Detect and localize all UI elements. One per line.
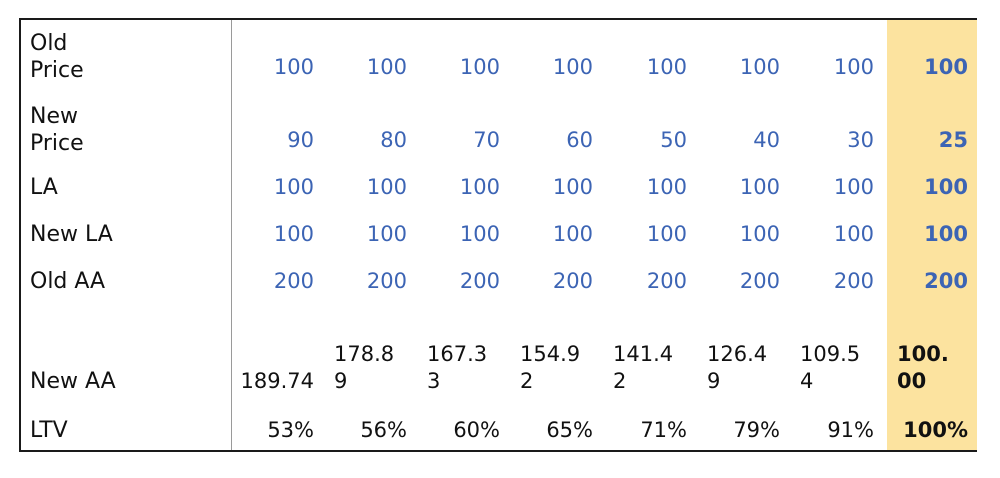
cell: 50 — [660, 128, 687, 152]
highlighted-column — [887, 20, 977, 450]
cell: 90 — [287, 128, 314, 152]
cell: 100 — [739, 222, 780, 246]
cell-highlight: 25 — [938, 128, 968, 152]
cell: 100 — [646, 175, 687, 199]
cell-highlight: 100% — [903, 418, 968, 442]
cell: 100 — [366, 55, 407, 79]
cell: 100 — [552, 222, 593, 246]
cell: 100 — [552, 55, 593, 79]
cell: 189.74 — [240, 369, 314, 393]
cell: 100 — [459, 175, 500, 199]
cell: 126.49 — [707, 342, 768, 393]
cell: 200 — [739, 269, 780, 293]
cell: 91% — [827, 418, 874, 442]
cell: 79% — [733, 418, 780, 442]
cell-highlight: 200 — [924, 269, 968, 293]
cell: 200 — [552, 269, 593, 293]
cell: 100 — [739, 55, 780, 79]
cell: 100 — [273, 222, 314, 246]
cell: 167.33 — [427, 342, 488, 393]
row-label: New Price — [30, 104, 84, 156]
cell: 100 — [459, 222, 500, 246]
row-label: Old Price — [30, 31, 84, 83]
cell: 100 — [833, 55, 874, 79]
label-column — [21, 20, 232, 450]
cell: 100 — [646, 55, 687, 79]
cell: 40 — [753, 128, 780, 152]
cell: 71% — [640, 418, 687, 442]
cell: 100 — [366, 175, 407, 199]
cell: 60 — [566, 128, 593, 152]
cell: 100 — [273, 55, 314, 79]
cell: 100 — [646, 222, 687, 246]
row-label: LA — [30, 175, 58, 200]
cell: 100 — [833, 222, 874, 246]
row-label: New AA — [30, 369, 116, 394]
cell: 154.92 — [520, 342, 581, 393]
cell: 70 — [473, 128, 500, 152]
cell: 60% — [453, 418, 500, 442]
row-label: New LA — [30, 222, 113, 247]
cell: 100 — [739, 175, 780, 199]
cell: 100 — [833, 175, 874, 199]
cell: 80 — [380, 128, 407, 152]
ltv-table: Old Price 100 100 100 100 100 100 100 10… — [19, 18, 977, 452]
cell-highlight: 100 — [924, 222, 968, 246]
cell: 100 — [459, 55, 500, 79]
cell: 100 — [366, 222, 407, 246]
cell: 100 — [552, 175, 593, 199]
cell: 200 — [273, 269, 314, 293]
cell: 200 — [646, 269, 687, 293]
row-label: LTV — [30, 418, 68, 443]
cell: 30 — [847, 128, 874, 152]
cell: 200 — [366, 269, 407, 293]
cell-highlight: 100.00 — [897, 342, 949, 393]
row-label: Old AA — [30, 269, 106, 294]
cell: 100 — [273, 175, 314, 199]
cell-highlight: 100 — [924, 175, 968, 199]
cell: 56% — [360, 418, 407, 442]
cell: 178.89 — [334, 342, 395, 393]
cell: 200 — [459, 269, 500, 293]
cell: 65% — [546, 418, 593, 442]
cell: 109.54 — [800, 342, 861, 393]
cell: 200 — [833, 269, 874, 293]
cell-highlight: 100 — [924, 55, 968, 79]
cell: 53% — [267, 418, 314, 442]
cell: 141.42 — [613, 342, 674, 393]
